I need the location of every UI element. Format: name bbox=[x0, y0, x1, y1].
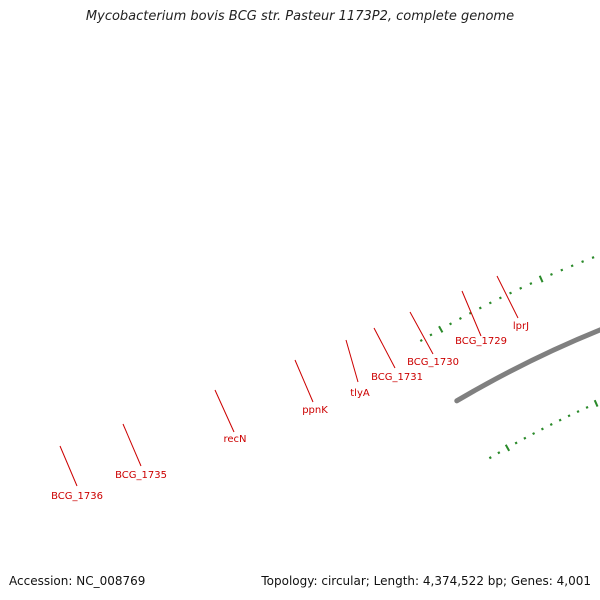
inner-minor-tick bbox=[549, 423, 553, 426]
inner-minor-tick bbox=[488, 456, 492, 460]
minor-tick bbox=[560, 268, 564, 272]
gene-label: BCG_1735 bbox=[115, 470, 167, 481]
minor-tick bbox=[419, 339, 423, 343]
minor-tick bbox=[498, 296, 502, 300]
gene-label-leader bbox=[496, 275, 519, 319]
minor-tick bbox=[591, 256, 595, 259]
gene-label: lprJ bbox=[513, 321, 529, 332]
gene-label: tlyA bbox=[350, 388, 370, 399]
gene-label: ppnK bbox=[302, 405, 328, 416]
gene-label: BCG_1731 bbox=[371, 372, 423, 383]
minor-tick bbox=[529, 282, 533, 286]
gene-label: recN bbox=[223, 434, 246, 445]
minor-tick bbox=[570, 264, 574, 268]
inner-minor-tick bbox=[514, 441, 518, 445]
gene-label-leader bbox=[409, 311, 434, 355]
inner-minor-tick bbox=[532, 432, 536, 436]
kbp-tick-ring: 1919 kbp1920 kbp1921 kbp1922 kbp1923 kbp… bbox=[419, 256, 595, 343]
accession-text: Accession: NC_008769 bbox=[9, 574, 146, 588]
gene-label-leader bbox=[345, 339, 359, 383]
inner-minor-tick bbox=[576, 410, 580, 414]
minor-tick bbox=[478, 306, 482, 310]
minor-tick bbox=[429, 333, 433, 337]
minor-tick bbox=[509, 291, 512, 295]
inner-major-tick bbox=[504, 444, 511, 452]
inner-minor-tick bbox=[497, 451, 501, 455]
gene-label-leader bbox=[59, 445, 78, 487]
gene-label: BCG_1736 bbox=[51, 491, 103, 502]
minor-tick bbox=[550, 273, 553, 276]
map-title: Mycobacterium bovis BCG str. Pasteur 117… bbox=[85, 9, 515, 24]
inner-minor-tick bbox=[585, 405, 589, 409]
inner-major-tick bbox=[593, 399, 599, 407]
minor-tick bbox=[449, 322, 453, 326]
major-tick bbox=[438, 325, 444, 333]
gene-label-leader bbox=[214, 389, 235, 433]
gene-label-leader bbox=[122, 423, 142, 467]
gene-label: BCG_1729 bbox=[455, 336, 507, 347]
gene-label: BCG_1730 bbox=[407, 357, 459, 368]
gene-label-leader bbox=[294, 359, 314, 403]
minor-tick bbox=[581, 260, 585, 264]
gene-label-leader bbox=[461, 290, 482, 337]
gene-label-leader bbox=[373, 327, 396, 369]
inner-minor-tick bbox=[558, 418, 562, 422]
minor-tick bbox=[458, 316, 462, 320]
inner-tick-ring bbox=[488, 399, 599, 460]
inner-minor-tick bbox=[567, 414, 571, 418]
inner-minor-tick bbox=[540, 427, 544, 431]
minor-tick bbox=[468, 311, 472, 315]
minor-tick bbox=[519, 286, 523, 290]
minor-tick bbox=[488, 301, 492, 305]
genome-backbone bbox=[454, 327, 600, 404]
genome-summary-text: Topology: circular; Length: 4,374,522 bp… bbox=[261, 574, 591, 588]
major-tick bbox=[538, 275, 544, 283]
inner-minor-tick bbox=[523, 436, 527, 440]
